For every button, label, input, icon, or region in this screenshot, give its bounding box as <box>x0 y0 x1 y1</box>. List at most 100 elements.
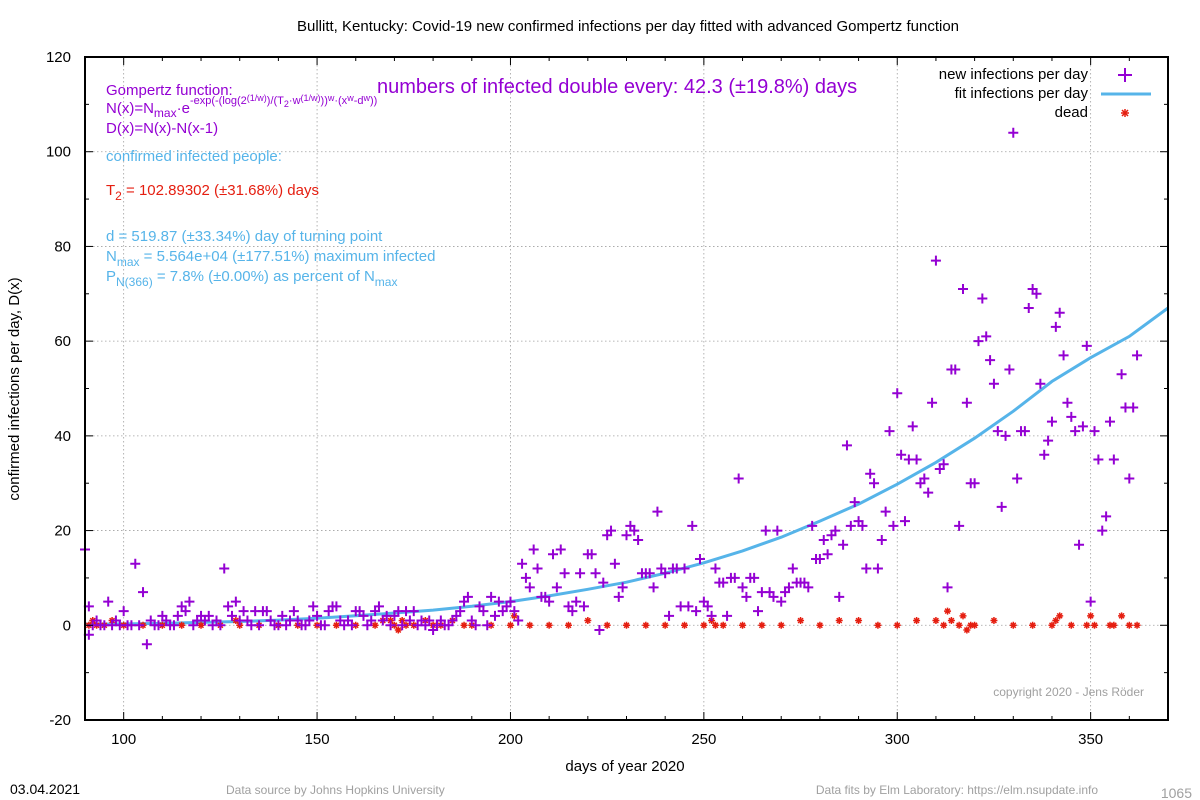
infection-point <box>818 535 829 546</box>
dead-point <box>893 621 901 629</box>
infection-point <box>103 596 114 607</box>
infection-point <box>803 582 814 593</box>
dead-point <box>603 621 611 629</box>
infection-point <box>571 596 582 607</box>
gompertz-nx-formula: N(x)=Nmax·e-exp(-(log(2(1/w))/(T2·w(1/w)… <box>106 93 377 120</box>
infection-point <box>219 563 230 574</box>
infection-point <box>130 558 141 569</box>
infection-point <box>1066 411 1077 422</box>
infection-point <box>1101 511 1112 522</box>
dead-point <box>506 621 514 629</box>
infection-point <box>1019 426 1030 437</box>
dead-point <box>990 617 998 625</box>
infection-point <box>1124 473 1135 484</box>
dead-point <box>1133 621 1141 629</box>
legend-label-infections: new infections per day <box>939 66 1089 83</box>
percent-value: PN(366) = 7.8% (±0.00%) as percent of Nm… <box>106 268 397 289</box>
infection-point <box>838 539 849 550</box>
dead-point <box>178 621 186 629</box>
chart-title: Bullitt, Kentucky: Covid-19 new confirme… <box>297 18 959 35</box>
infection-point <box>288 606 299 617</box>
infection-point <box>706 610 717 621</box>
dead-point <box>1087 612 1095 620</box>
infection-point <box>517 558 528 569</box>
dead-point <box>1048 621 1056 629</box>
infection-point <box>261 606 272 617</box>
dead-point <box>332 621 340 629</box>
dead-point <box>711 621 719 629</box>
infection-point <box>366 615 377 626</box>
infection-point <box>575 568 586 579</box>
infection-point <box>455 606 466 617</box>
infection-point <box>958 284 969 295</box>
infection-point <box>930 255 941 266</box>
infection-point <box>594 625 605 636</box>
infection-point <box>679 563 690 574</box>
infection-point <box>1132 350 1143 361</box>
infection-point <box>606 525 617 536</box>
infection-point <box>203 610 214 621</box>
infection-point <box>787 563 798 574</box>
footer-date: 03.04.2021 <box>10 781 80 797</box>
infection-point <box>397 620 408 631</box>
infection-point <box>888 520 899 531</box>
infection-point <box>644 568 655 579</box>
infection-point <box>118 606 129 617</box>
y-tick-label: 80 <box>54 238 71 255</box>
dead-point <box>944 607 952 615</box>
infection-point <box>559 568 570 579</box>
infection-point <box>814 553 825 564</box>
dead-point <box>642 621 650 629</box>
x-axis-label: days of year 2020 <box>565 758 684 775</box>
infection-point <box>768 591 779 602</box>
infection-point <box>184 596 195 607</box>
infection-point <box>845 520 856 531</box>
infection-point <box>424 615 435 626</box>
infection-point <box>741 591 752 602</box>
infection-point <box>660 568 671 579</box>
dead-point <box>1009 621 1017 629</box>
infection-point <box>613 591 624 602</box>
dead-point <box>816 621 824 629</box>
y-tick-label: 120 <box>46 49 71 66</box>
dead-point <box>197 621 205 629</box>
infection-point <box>702 601 713 612</box>
infection-point <box>683 601 694 612</box>
dead-point <box>1106 621 1114 629</box>
x-tick-label: 200 <box>498 731 523 748</box>
infection-point <box>544 596 555 607</box>
dead-point <box>940 621 948 629</box>
dead-point <box>1052 617 1060 625</box>
gompertz-heading: Gompertz function: <box>106 82 233 99</box>
infection-point <box>168 620 179 631</box>
dead-point <box>394 626 402 634</box>
y-tick-label: 20 <box>54 523 71 540</box>
infection-point <box>691 606 702 617</box>
series-infections-group <box>80 127 1143 650</box>
infection-point <box>954 520 965 531</box>
infection-point <box>633 535 644 546</box>
infection-point <box>358 610 369 621</box>
infection-point <box>869 478 880 489</box>
infection-point <box>629 525 640 536</box>
infection-point <box>1081 340 1092 351</box>
footer-page-number: 1065 <box>1161 785 1192 800</box>
infection-point <box>153 620 164 631</box>
infection-point <box>1031 288 1042 299</box>
infection-point <box>254 620 265 631</box>
infection-point <box>694 553 705 564</box>
infection-point <box>408 606 419 617</box>
x-tick-label: 100 <box>111 731 136 748</box>
infection-point <box>1058 350 1069 361</box>
dead-point <box>758 621 766 629</box>
dead-point <box>661 621 669 629</box>
infection-point <box>404 615 415 626</box>
copyright: copyright 2020 - Jens Röder <box>993 685 1144 699</box>
infection-point <box>586 549 597 560</box>
infection-point <box>1050 321 1061 332</box>
infection-point <box>509 606 520 617</box>
infection-point <box>226 610 237 621</box>
infection-point <box>1046 416 1057 427</box>
infection-point <box>857 520 868 531</box>
dead-point <box>835 617 843 625</box>
